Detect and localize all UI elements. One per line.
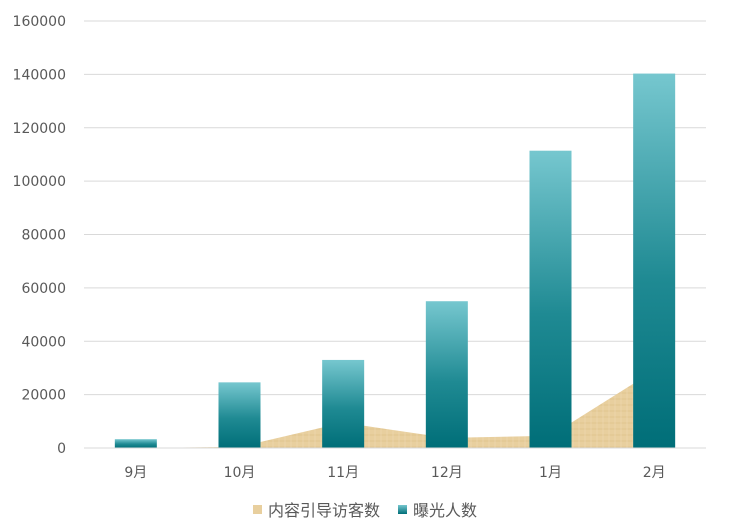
x-tick-label: 9月 [124,465,147,481]
axis-layer: 0 20000 40000 60000 80000 100000 120000 140000 1… [13,14,706,481]
bar-exposure [218,382,261,448]
area-layer [135,370,655,448]
y-tick-label: 60000 [21,281,66,297]
y-tick-label: 40000 [21,334,66,350]
bar-exposure [114,439,157,448]
legend-item-exposure: 曝光人数 [398,497,477,521]
y-tick-label: 100000 [13,174,66,190]
x-tick-label: 12月 [431,465,463,481]
x-tick-label: 10月 [224,465,256,481]
area-series-visitors [135,370,655,448]
y-tick-label: 140000 [13,67,66,83]
y-tick-label: 160000 [13,14,66,30]
x-tick-label: 2月 [643,465,666,481]
y-tick-label: 20000 [21,388,66,404]
legend-swatch-exposure [398,504,407,514]
bar-exposure [425,301,468,448]
bar-layer [114,73,676,449]
x-tick-label: 11月 [327,465,359,481]
x-tick-label: 1月 [539,465,562,481]
legend-label-exposure: 曝光人数 [413,501,478,520]
legend-label-visitors: 内容引导访客数 [267,501,380,520]
bar-exposure [322,359,365,448]
legend-swatch-visitors [252,504,262,514]
grid-layer [84,20,706,449]
chart-svg: 0 20000 40000 60000 80000 100000 120000 140000 1… [13,14,706,481]
y-tick-label: 120000 [13,121,66,137]
legend-item-visitors: 内容引导访客数 [252,497,380,521]
bar-exposure [633,73,676,448]
legend: 内容引导访客数 曝光人数 [0,497,730,521]
y-tick-label: 80000 [21,228,66,244]
y-tick-label: 0 [57,441,66,457]
bar-exposure [529,150,572,449]
